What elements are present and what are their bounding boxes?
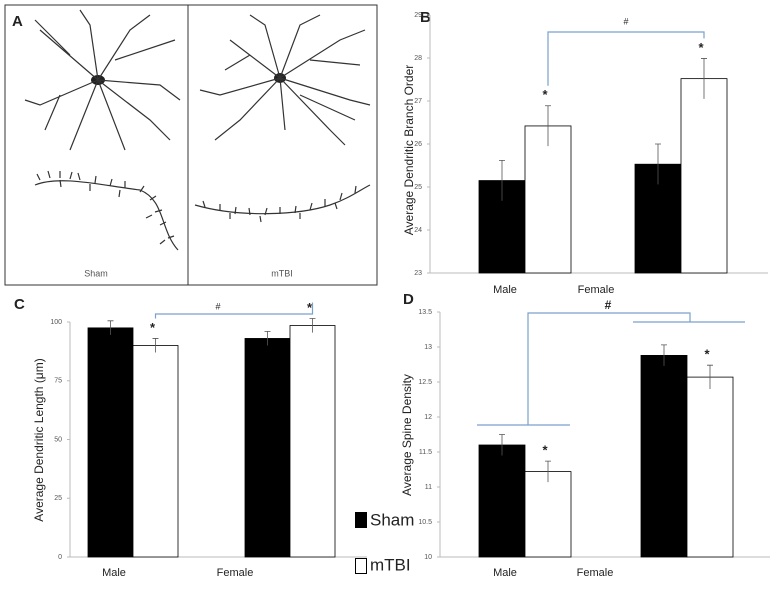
x-tick-label: Female (578, 284, 615, 296)
y-tick-label: 12.5 (418, 379, 432, 386)
bracket (154, 302, 314, 319)
bar (289, 325, 336, 558)
bar (640, 354, 688, 558)
significance-marker: * (704, 347, 710, 362)
bar (478, 444, 526, 558)
significance-marker: * (150, 320, 156, 335)
bar (87, 327, 134, 558)
error-bar (107, 320, 114, 335)
panel-a-frame (4, 4, 378, 286)
y-tick-label: 24 (414, 227, 422, 234)
group-marker: # (623, 16, 628, 26)
error-bar (655, 143, 661, 185)
y-tick-label: 26 (414, 141, 422, 148)
significance-marker: * (542, 87, 548, 102)
y-tick-label: 13 (424, 344, 432, 351)
y-tick-label: 28 (414, 55, 422, 62)
x-tick-label: Male (493, 567, 517, 579)
error-bar (499, 159, 505, 201)
bar (686, 376, 734, 558)
y-tick-label: 11 (425, 484, 432, 491)
significance-marker: * (698, 40, 704, 55)
legend-label: mTBI (370, 555, 411, 574)
neuron-drawing (24, 9, 371, 251)
panel-letter: B (420, 9, 431, 26)
y-tick-label: 11.5 (419, 449, 432, 456)
y-tick-label: 13.5 (418, 309, 432, 316)
significance-marker: * (307, 300, 313, 315)
x-tick-label: Male (493, 284, 517, 296)
y-tick-label: 25 (54, 495, 62, 502)
group-marker: # (605, 298, 612, 312)
y-axis-title: Average Dendritic Branch Order (402, 65, 416, 236)
y-tick-label: 100 (50, 319, 62, 326)
bracket (547, 31, 705, 86)
y-tick-label: 23 (414, 270, 422, 277)
y-tick-label: 25 (414, 184, 422, 191)
legend-swatch (355, 558, 367, 574)
error-bar (309, 318, 316, 333)
panel-label: mTBI (271, 268, 293, 278)
error-bar (499, 434, 505, 456)
y-tick-label: 29 (414, 12, 422, 19)
x-tick-label: Female (577, 567, 614, 579)
error-bar (707, 364, 713, 389)
bar (524, 125, 572, 274)
group-marker: # (215, 301, 220, 311)
x-tick-label: Male (102, 567, 126, 579)
panel-label: Sham (84, 268, 108, 278)
error-bar (701, 58, 707, 99)
bar (680, 78, 728, 274)
y-axis-title: Average Spine Density (400, 374, 414, 496)
error-bar (545, 460, 551, 483)
bar (244, 338, 291, 558)
bar (132, 345, 179, 558)
panel-letter: C (14, 296, 25, 313)
legend-swatch (355, 512, 367, 528)
legend-label: Sham (370, 510, 414, 529)
y-tick-label: 10.5 (418, 519, 432, 526)
y-axis-title: Average Dendritic Length (μm) (32, 358, 46, 521)
error-bar (661, 344, 667, 366)
y-tick-label: 10 (424, 554, 432, 561)
x-tick-label: Female (217, 567, 254, 579)
bar (524, 471, 572, 558)
y-tick-label: 27 (414, 98, 422, 105)
error-bar (152, 338, 159, 353)
panel-letter: A (12, 13, 23, 30)
error-bar (264, 331, 271, 346)
y-tick-label: 12 (424, 414, 432, 421)
panel-letter: D (403, 291, 414, 308)
y-tick-label: 0 (58, 554, 62, 561)
significance-marker: * (542, 443, 548, 458)
bracket (477, 312, 745, 426)
y-tick-label: 50 (54, 436, 62, 443)
y-tick-label: 75 (54, 378, 62, 385)
error-bar (545, 105, 551, 147)
